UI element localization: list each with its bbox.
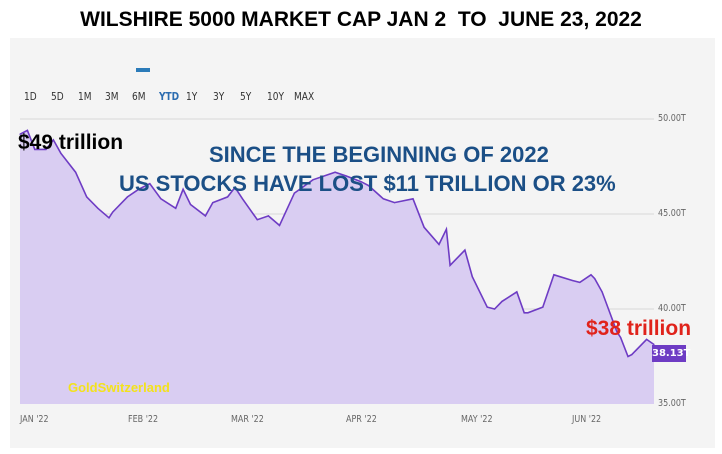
data-point (149, 183, 151, 185)
annotation-start-value: $49 trillion (18, 131, 124, 154)
data-point (393, 202, 396, 204)
data-point (34, 148, 36, 150)
data-point (627, 355, 629, 358)
data-point (493, 308, 496, 310)
range-button-5d[interactable]: 5D (51, 90, 64, 103)
data-point (278, 224, 281, 226)
y-tick-label: 40.00T (658, 303, 686, 314)
data-point (360, 181, 362, 183)
data-point (501, 300, 503, 302)
data-point (160, 198, 162, 200)
data-point (256, 219, 258, 221)
watermark: GoldSwitzerland (68, 380, 170, 395)
data-point (112, 211, 114, 213)
data-point (60, 152, 62, 154)
data-point (542, 306, 544, 308)
range-button-10y[interactable]: 10Y (267, 90, 284, 103)
data-point (108, 217, 110, 219)
data-point (486, 306, 488, 308)
data-point (182, 188, 184, 190)
data-point (19, 133, 21, 135)
y-tick-label: 45.00T (658, 208, 686, 219)
annotation-headline-line2: US STOCKS HAVE LOST $11 TRILLION OR 23% (119, 171, 616, 196)
data-point (445, 228, 447, 230)
annotation-end-value: $38 trillion (586, 317, 692, 340)
chart-title: WILSHIRE 5000 MARKET CAP JAN 2 TO JUNE 2… (80, 8, 642, 31)
data-point (653, 343, 655, 346)
data-point (616, 331, 618, 333)
data-point (464, 249, 466, 251)
data-point (631, 354, 633, 356)
data-point (227, 196, 229, 198)
data-point (367, 184, 370, 187)
x-tick-label: FEB '22 (127, 414, 158, 425)
data-point (204, 215, 206, 217)
x-tick-label: APR '22 (346, 414, 378, 425)
range-button-5y[interactable]: 5Y (240, 90, 252, 103)
series-line (19, 129, 655, 358)
data-point (601, 291, 603, 293)
x-tick-label: JAN '22 (20, 414, 49, 425)
data-point (86, 196, 88, 198)
data-point (438, 243, 440, 245)
range-button-1m[interactable]: 1M (78, 90, 92, 103)
data-point (26, 129, 29, 131)
data-point (241, 198, 244, 200)
data-point (312, 179, 314, 181)
data-point (449, 264, 451, 266)
data-point (334, 171, 336, 173)
data-point (126, 196, 129, 198)
data-point (527, 312, 529, 314)
range-button-3y[interactable]: 3Y (213, 90, 225, 103)
data-point (594, 278, 596, 280)
data-point (423, 226, 425, 228)
range-button-1y[interactable]: 1Y (186, 90, 198, 103)
y-tick-label: 50.00T (658, 113, 686, 124)
data-point (52, 139, 54, 141)
data-point (620, 336, 622, 339)
data-point (212, 202, 214, 204)
data-point (645, 338, 648, 340)
data-point (523, 312, 525, 314)
last-value-tag: 38.13T (652, 345, 690, 362)
data-point (267, 215, 270, 217)
data-point (579, 281, 581, 283)
range-button-6m[interactable]: 6M (132, 90, 146, 103)
data-point (553, 274, 555, 276)
x-tick-label: MAR '22 (231, 414, 265, 425)
data-point (345, 175, 347, 177)
data-point (590, 274, 592, 276)
annotation-headline-line1: SINCE THE BEGINNING OF 2022 (209, 142, 549, 167)
data-point (471, 276, 473, 278)
x-tick-label: JUN '22 (572, 414, 602, 425)
range-selector: 1D 5D 1M 3M 6M YTD 1Y 3Y 5Y 10Y MAX (24, 90, 321, 106)
y-tick-label: 35.00T (658, 398, 686, 409)
data-point (97, 207, 99, 209)
data-point (189, 203, 192, 206)
data-point (45, 148, 47, 150)
data-point (382, 198, 384, 200)
data-point (175, 207, 177, 209)
data-point (138, 188, 140, 190)
data-point (75, 171, 77, 173)
data-point (234, 186, 236, 188)
range-button-1d[interactable]: 1D (24, 90, 37, 103)
data-point (293, 192, 295, 194)
series-area (20, 130, 654, 404)
data-point (571, 279, 574, 282)
range-button-3m[interactable]: 3M (105, 90, 119, 103)
data-point (516, 291, 518, 293)
x-tick-label: MAY '22 (461, 414, 493, 425)
data-point (412, 198, 414, 200)
active-range-indicator (136, 68, 150, 72)
